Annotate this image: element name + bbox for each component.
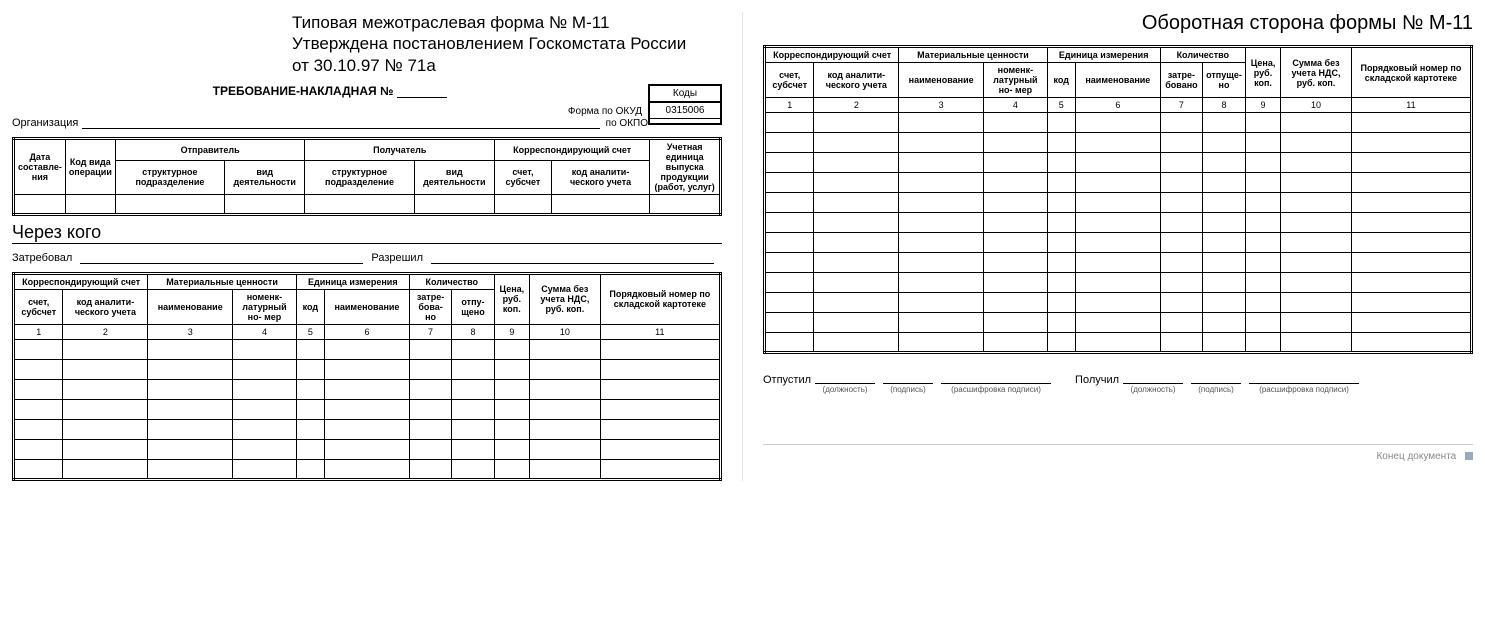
received-label: Получил: [1075, 372, 1119, 386]
table-sender-receiver: Дата составле- ния Код вида операции Отп…: [12, 137, 722, 216]
end-hr: [763, 444, 1473, 445]
request-number-field[interactable]: [397, 97, 447, 98]
table-row[interactable]: [14, 359, 721, 379]
t1-opcode: Код вида операции: [65, 138, 115, 194]
table-row[interactable]: [765, 233, 1472, 253]
t1-date: Дата составле- ния: [14, 138, 66, 194]
page-reverse: Оборотная сторона формы № М-11 Корреспон…: [763, 12, 1473, 481]
end-doc-icon: [1465, 452, 1473, 460]
org-label: Организация: [12, 117, 78, 129]
table-row[interactable]: [14, 339, 721, 359]
released-decipher-field[interactable]: [941, 372, 1051, 384]
t1-data-row[interactable]: [14, 194, 721, 214]
cap-sig-2: (подпись): [1191, 385, 1241, 394]
t1-sender: Отправитель: [115, 138, 305, 160]
demanded-label: Затребовал: [12, 252, 72, 264]
table-row[interactable]: [765, 173, 1472, 193]
form-header: Типовая межотраслевая форма № М-11 Утвер…: [292, 12, 722, 76]
table-row[interactable]: [765, 133, 1472, 153]
header-line-2: Утверждена постановлением Госкомстата Ро…: [292, 33, 722, 54]
request-title: ТРЕБОВАНИЕ-НАКЛАДНАЯ №: [213, 84, 394, 98]
table-items-front: Корреспондирующий счетМатериальные ценно…: [12, 272, 722, 481]
table-row[interactable]: [765, 293, 1472, 313]
t1-sender-act: вид деятельности: [224, 160, 304, 194]
allowed-field[interactable]: [431, 252, 714, 264]
t1-recv-struct: структурное подразделение: [305, 160, 414, 194]
okud-value: 0315006: [650, 103, 720, 119]
header-line-1: Типовая межотраслевая форма № М-11: [292, 12, 722, 33]
table-row[interactable]: [765, 193, 1472, 213]
end-doc-text: Конец документа: [1376, 451, 1456, 462]
reverse-title: Оборотная сторона формы № М-11: [763, 12, 1473, 35]
table-row[interactable]: [14, 439, 721, 459]
end-of-document: Конец документа: [763, 451, 1473, 462]
table-row[interactable]: [14, 419, 721, 439]
t1-recv-act: вид деятельности: [414, 160, 494, 194]
cap-pos-2: (должность): [1123, 385, 1183, 394]
t1-code: код аналити- ческого учета: [551, 160, 650, 194]
table-row[interactable]: [765, 153, 1472, 173]
allowed-label: Разрешил: [371, 252, 423, 264]
table-row[interactable]: [765, 313, 1472, 333]
codes-label: Коды: [650, 86, 720, 103]
t1-corr: Корреспондирующий счет: [495, 138, 650, 160]
org-field[interactable]: [82, 117, 599, 129]
header-line-3: от 30.10.97 № 71а: [292, 55, 722, 76]
codes-box: Коды 0315006: [648, 84, 722, 125]
received-position-field[interactable]: [1123, 372, 1183, 384]
okud-label: Форма по ОКУД: [12, 106, 648, 117]
page-divider: [742, 12, 743, 481]
through-who: Через кого: [12, 222, 722, 244]
table-row[interactable]: [765, 113, 1472, 133]
page-front: Типовая межотраслевая форма № М-11 Утвер…: [12, 12, 722, 481]
t1-unit: Учетная единица выпуска продукции (работ…: [650, 138, 721, 194]
signature-row: Отпустил (должность) (подпись) (расшифро…: [763, 372, 1473, 394]
demanded-field[interactable]: [80, 252, 363, 264]
table-items-reverse: Корреспондирующий счетМатериальные ценно…: [763, 45, 1473, 354]
table-row[interactable]: [765, 213, 1472, 233]
cap-sig-1: (подпись): [883, 385, 933, 394]
cap-dec-1: (расшифровка подписи): [941, 385, 1051, 394]
table-row[interactable]: [14, 379, 721, 399]
t1-receiver: Получатель: [305, 138, 495, 160]
table-row[interactable]: [765, 273, 1472, 293]
request-title-row: ТРЕБОВАНИЕ-НАКЛАДНАЯ №: [12, 84, 648, 98]
okpo-label: по ОКПО: [606, 118, 648, 129]
table-row[interactable]: [14, 399, 721, 419]
okpo-value[interactable]: [650, 119, 720, 123]
table-row[interactable]: [14, 459, 721, 479]
cap-pos-1: (должность): [815, 385, 875, 394]
t1-acc: счет, субсчет: [495, 160, 552, 194]
table-row[interactable]: [765, 333, 1472, 353]
released-position-field[interactable]: [815, 372, 875, 384]
t1-sender-struct: структурное подразделение: [115, 160, 224, 194]
received-decipher-field[interactable]: [1249, 372, 1359, 384]
released-label: Отпустил: [763, 372, 811, 386]
table-row[interactable]: [765, 253, 1472, 273]
released-signature-field[interactable]: [883, 372, 933, 384]
received-signature-field[interactable]: [1191, 372, 1241, 384]
cap-dec-2: (расшифровка подписи): [1249, 385, 1359, 394]
